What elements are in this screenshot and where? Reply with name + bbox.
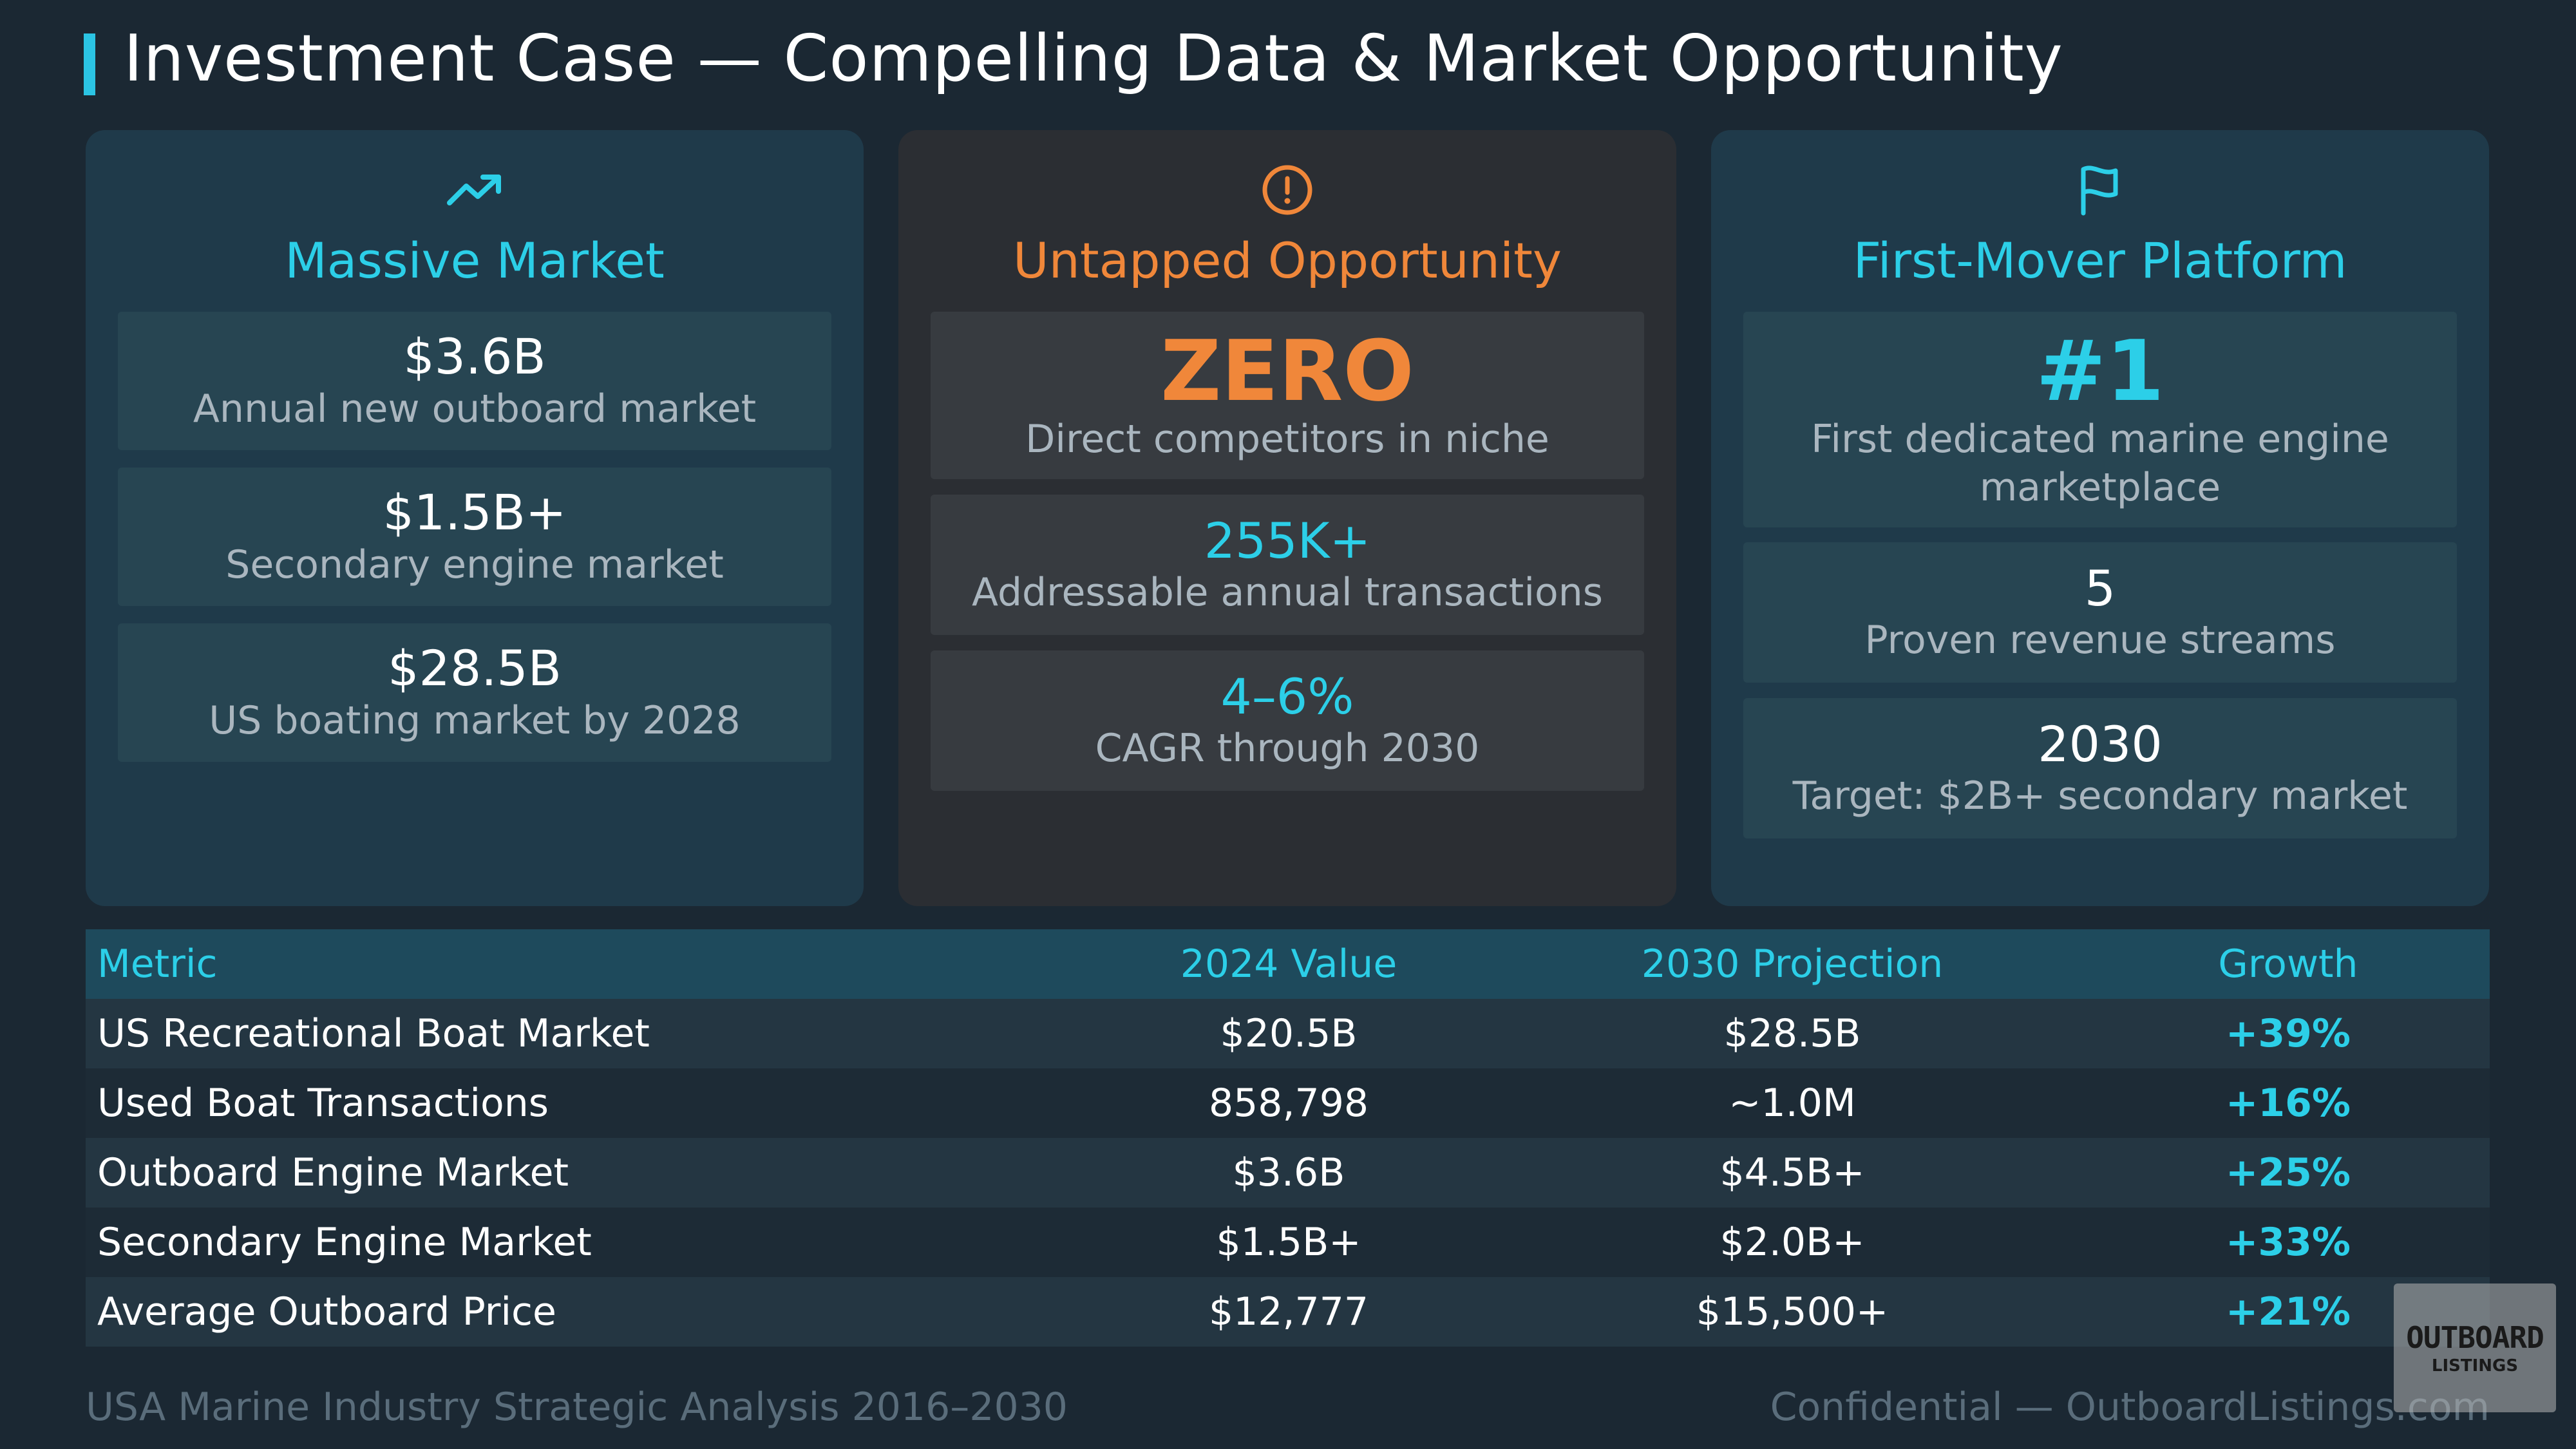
stat-value: 4–6%	[1220, 667, 1354, 725]
table-cell: $15,500+	[1696, 1289, 1889, 1334]
outboard-listings-logo: OUTBOARD LISTINGS	[2394, 1283, 2556, 1412]
table-row: Outboard Engine Market $3.6B $4.5B+ +25%	[86, 1138, 2490, 1208]
table-cell: 858,798	[1208, 1081, 1369, 1126]
stat-block: 5 Proven revenue streams	[1743, 542, 2457, 683]
header-cell: 2024 Value	[1180, 942, 1397, 987]
table-cell: US Recreational Boat Market	[97, 1011, 650, 1056]
card-heading: Untapped Opportunity	[1013, 232, 1562, 289]
stat-value: 255K+	[1204, 511, 1371, 569]
stat-value: $3.6B	[403, 328, 546, 386]
table-cell: $1.5B+	[1216, 1220, 1361, 1265]
table-row: US Recreational Boat Market $20.5B $28.5…	[86, 999, 2490, 1068]
stat-block: $3.6B Annual new outboard market	[118, 312, 831, 450]
table-cell: Used Boat Transactions	[97, 1081, 549, 1126]
stat-value: $28.5B	[388, 639, 562, 697]
stat-block: ZERO Direct competitors in niche	[931, 312, 1644, 479]
table-cell: +39%	[2226, 1011, 2351, 1056]
stat-value: 2030	[2038, 715, 2163, 773]
table-cell: Average Outboard Price	[97, 1289, 556, 1334]
table-cell: $3.6B	[1232, 1150, 1345, 1195]
logo-subtext: LISTINGS	[2431, 1356, 2519, 1376]
table-cell: $28.5B	[1723, 1011, 1861, 1056]
stat-label: US boating market by 2028	[209, 697, 741, 743]
table-cell: +33%	[2226, 1220, 2351, 1265]
card-untapped-opportunity: Untapped Opportunity ZERO Direct competi…	[898, 130, 1676, 906]
table-cell: $20.5B	[1220, 1011, 1358, 1056]
table-row: Secondary Engine Market $1.5B+ $2.0B+ +3…	[86, 1208, 2490, 1277]
title-accent-bar	[84, 33, 95, 95]
stat-block: 255K+ Addressable annual transactions	[931, 495, 1644, 635]
footer-source: USA Marine Industry Strategic Analysis 2…	[86, 1385, 1068, 1430]
stat-label: Addressable annual transactions	[971, 570, 1603, 616]
stat-label: Annual new outboard market	[193, 386, 757, 431]
stat-value: $1.5B+	[383, 484, 567, 542]
trending-up-icon	[86, 161, 864, 219]
flag-icon	[1711, 161, 2489, 219]
table-cell: $12,777	[1208, 1289, 1369, 1334]
table-cell: $4.5B+	[1719, 1150, 1865, 1195]
table-cell: Secondary Engine Market	[97, 1220, 592, 1265]
stat-block: $1.5B+ Secondary engine market	[118, 468, 831, 606]
alert-circle-icon	[898, 161, 1676, 219]
stat-block: 2030 Target: $2B+ secondary market	[1743, 698, 2457, 838]
stat-label: Direct competitors in niche	[1025, 416, 1549, 462]
stat-label: First dedicated marine engine marketplac…	[1811, 416, 2389, 510]
metrics-table: Metric 2024 Value 2030 Projection Growth…	[86, 929, 2490, 1347]
header-cell: Growth	[2218, 942, 2358, 987]
card-first-mover-platform: First-Mover Platform #1 First dedicated …	[1711, 130, 2489, 906]
card-massive-market: Massive Market $3.6B Annual new outboard…	[86, 130, 864, 906]
table-row: Used Boat Transactions 858,798 ~1.0M +16…	[86, 1068, 2490, 1138]
header-cell: Metric	[97, 942, 218, 987]
logo-text: OUTBOARD	[2406, 1320, 2544, 1355]
table-cell: ~1.0M	[1728, 1081, 1856, 1126]
header-cell: 2030 Projection	[1641, 942, 1944, 987]
table-cell: +16%	[2226, 1081, 2351, 1126]
stat-block: #1 First dedicated marine engine marketp…	[1743, 312, 2457, 527]
stat-label: CAGR through 2030	[1095, 726, 1480, 772]
stat-value: ZERO	[1160, 322, 1414, 421]
stat-label: Proven revenue streams	[1864, 618, 2336, 663]
card-heading: First-Mover Platform	[1853, 232, 2347, 289]
table-cell: +25%	[2226, 1150, 2351, 1195]
stat-value: 5	[2084, 559, 2116, 617]
table-cell: Outboard Engine Market	[97, 1150, 569, 1195]
stat-label: Secondary engine market	[225, 542, 724, 587]
page-title: Investment Case — Compelling Data & Mark…	[124, 21, 2063, 96]
stat-value: #1	[2036, 322, 2164, 421]
footer-confidential: Confidential — OutboardListings.com	[1770, 1385, 2490, 1430]
stat-block: 4–6% CAGR through 2030	[931, 650, 1644, 791]
table-row: Average Outboard Price $12,777 $15,500+ …	[86, 1277, 2490, 1347]
table-cell: $2.0B+	[1719, 1220, 1865, 1265]
table-header-row: Metric 2024 Value 2030 Projection Growth	[86, 929, 2490, 999]
table-cell: +21%	[2226, 1289, 2351, 1334]
stat-block: $28.5B US boating market by 2028	[118, 623, 831, 762]
card-heading: Massive Market	[285, 232, 665, 289]
stat-label: Target: $2B+ secondary market	[1792, 773, 2408, 819]
